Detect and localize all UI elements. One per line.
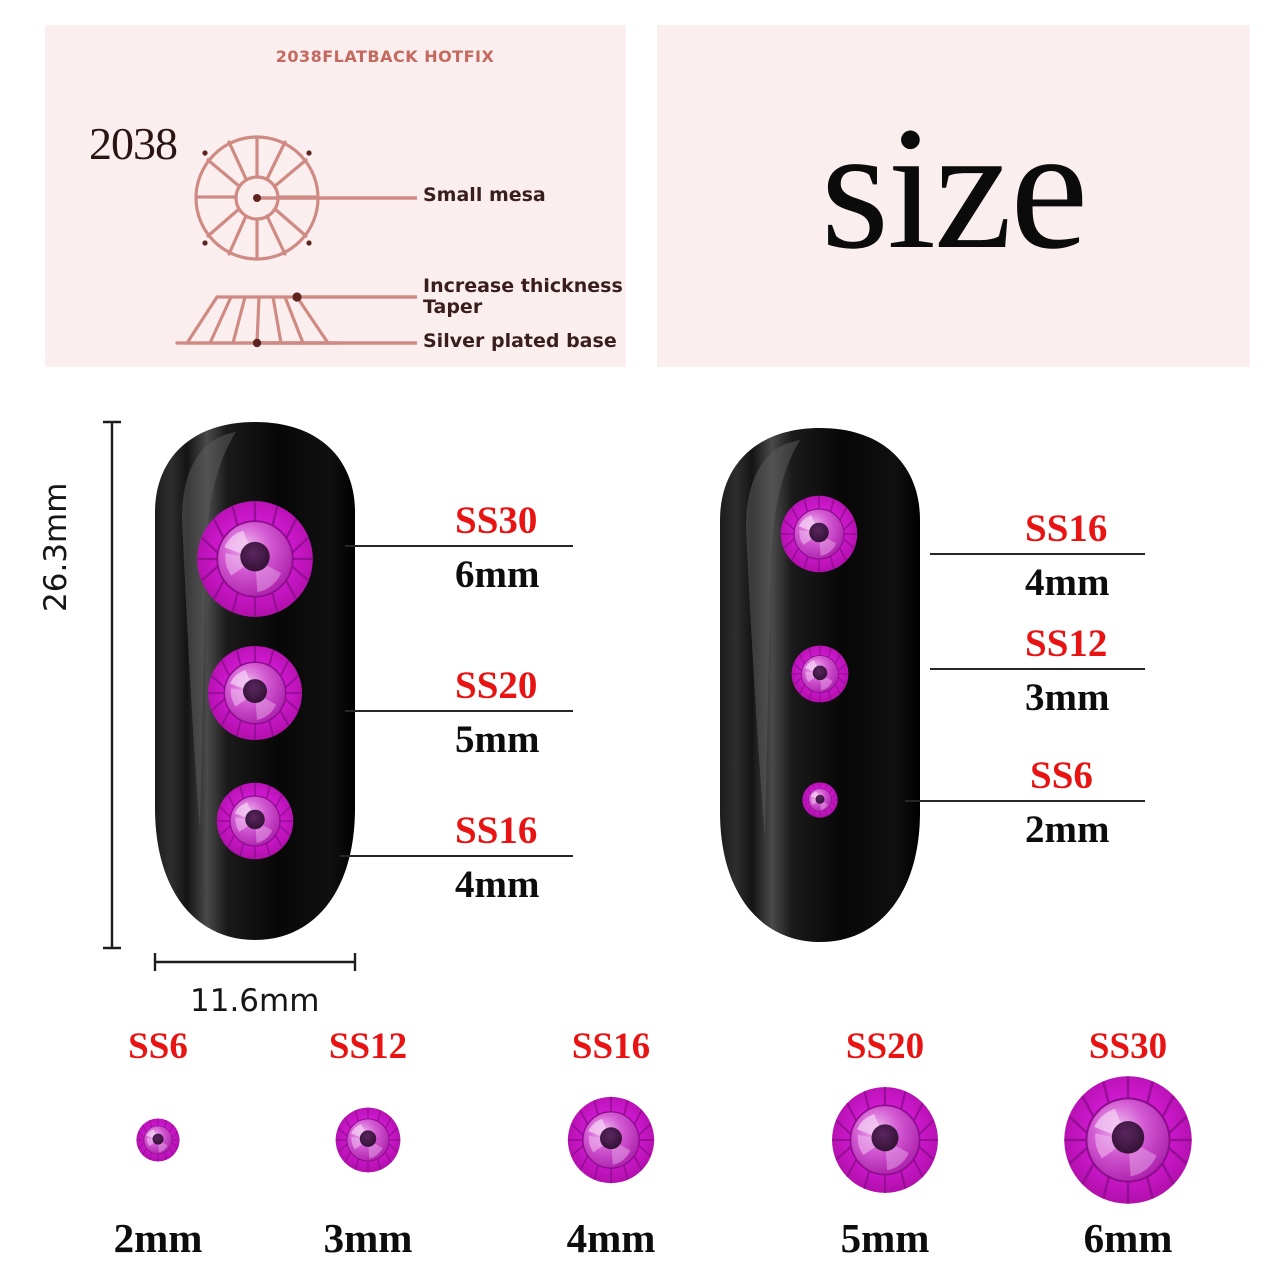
callout-small-mesa: Small mesa (423, 184, 546, 206)
callout-right-ss6-ss: SS6 (1030, 754, 1093, 797)
stone-cell-ss6-mm: 2mm (113, 1215, 203, 1261)
callout-left-ss20-mm: 5mm (455, 718, 540, 761)
callout-right-ss16-mm: 4mm (1025, 561, 1110, 604)
stone-cell-ss12-mm: 3mm (323, 1215, 413, 1261)
stone-cell-ss30: SS30 6mm (1008, 1020, 1248, 1288)
callout-left-ss16-mm: 4mm (455, 863, 540, 906)
rhinestone-icon (1063, 1075, 1193, 1205)
callout-right-ss16-ss: SS16 (1025, 507, 1108, 550)
callout-silver-plated-base: Silver plated base (423, 330, 617, 352)
dot-thickness (292, 292, 302, 302)
stone-cell-ss16-ss: SS16 (571, 1026, 651, 1067)
nail-right-stone-ss12 (791, 645, 849, 703)
stone-cell-ss16-mm: 4mm (566, 1215, 656, 1261)
callout-right-ss6-rule (905, 800, 1145, 802)
callout-left-ss20-ss: SS20 (455, 664, 538, 707)
stone-cell-ss12: SS12 3mm (248, 1020, 488, 1288)
rhinestone-icon (831, 1086, 939, 1194)
callout-left-ss20-rule (345, 710, 573, 712)
stone-cell-ss12-glyph (248, 1086, 488, 1194)
nail-left-stone-ss30 (196, 500, 314, 618)
callout-left-ss30-mm: 6mm (455, 553, 540, 596)
nail-left-gloss (182, 432, 236, 830)
stone-cell-ss20-mm: 5mm (840, 1215, 930, 1261)
stone-cell-ss30-glyph (1008, 1075, 1248, 1205)
nail-left-stone-ss20 (207, 645, 303, 741)
flatback-diagram-panel: 2038FLATBACK HOTFIX 2038 Small mesa Incr… (45, 25, 626, 367)
callout-left-ss16-rule (340, 855, 573, 857)
callout-left-ss30-ss: SS30 (455, 499, 538, 542)
nail-right-graphic (720, 428, 920, 942)
stone-cell-ss6-ss: SS6 (128, 1026, 188, 1067)
callout-taper-line: Taper (423, 296, 483, 319)
stone-cell-ss30-ss: SS30 (1088, 1026, 1168, 1067)
nail-left-stone-ss16 (216, 782, 294, 860)
stone-cell-ss20-glyph (765, 1086, 1005, 1194)
stone-cell-ss20: SS20 5mm (765, 1020, 1005, 1288)
dimension-height-rule (103, 420, 121, 950)
stone-cell-ss6-glyph (38, 1086, 278, 1194)
callout-left-ss16-ss: SS16 (455, 809, 538, 852)
nail-right-stone-ss6 (802, 782, 838, 818)
stone-cell-ss12-ss: SS12 (328, 1026, 408, 1067)
stone-cell-ss6: SS6 2mm (38, 1020, 278, 1288)
nail-left-graphic (103, 420, 357, 971)
stone-cell-ss16: SS16 4mm (491, 1020, 731, 1288)
dimension-width-label: 11.6mm (190, 983, 320, 1019)
stone-cell-ss20-ss: SS20 (845, 1026, 925, 1067)
callout-small-mesa-line1: Small mesa (423, 184, 546, 206)
callout-right-ss12-mm: 3mm (1025, 676, 1110, 719)
dot-small-mesa (253, 194, 261, 202)
panel-title: 2038FLATBACK HOTFIX (275, 47, 495, 66)
dimension-height-label: 26.3mm (38, 482, 74, 612)
dimension-width-rule (153, 953, 357, 971)
callout-increase-thickness-taper: Increase thickness Taper (423, 275, 623, 319)
callout-silver-base-line1: Silver plated base (423, 330, 617, 352)
callout-right-ss12-rule (930, 668, 1145, 670)
flatback-diagram-graphic (175, 135, 417, 348)
callout-right-ss12-ss: SS12 (1025, 622, 1108, 665)
nail-right-stone-ss16 (780, 495, 858, 573)
stone-size-row: SS6 2mm SS12 3mm SS16 4mm SS20 5mm SS30 … (0, 1020, 1288, 1288)
dot-silver-base (252, 338, 262, 348)
rhinestone-icon (567, 1096, 655, 1184)
stone-cell-ss16-glyph (491, 1086, 731, 1194)
size-heading-text: size (820, 91, 1089, 286)
callout-left-ss30-rule (345, 545, 573, 547)
callout-increase-thickness-line: Increase thickness (423, 275, 623, 297)
rhinestone-icon (335, 1107, 401, 1173)
size-heading-panel: size (657, 25, 1250, 367)
callout-right-ss16-rule (930, 553, 1145, 555)
stone-cell-ss30-mm: 6mm (1083, 1215, 1173, 1261)
callout-right-ss6-mm: 2mm (1025, 808, 1110, 851)
panel-product-code: 2038 (89, 118, 178, 169)
rhinestone-icon (136, 1118, 180, 1162)
nail-right-gloss (746, 440, 800, 838)
